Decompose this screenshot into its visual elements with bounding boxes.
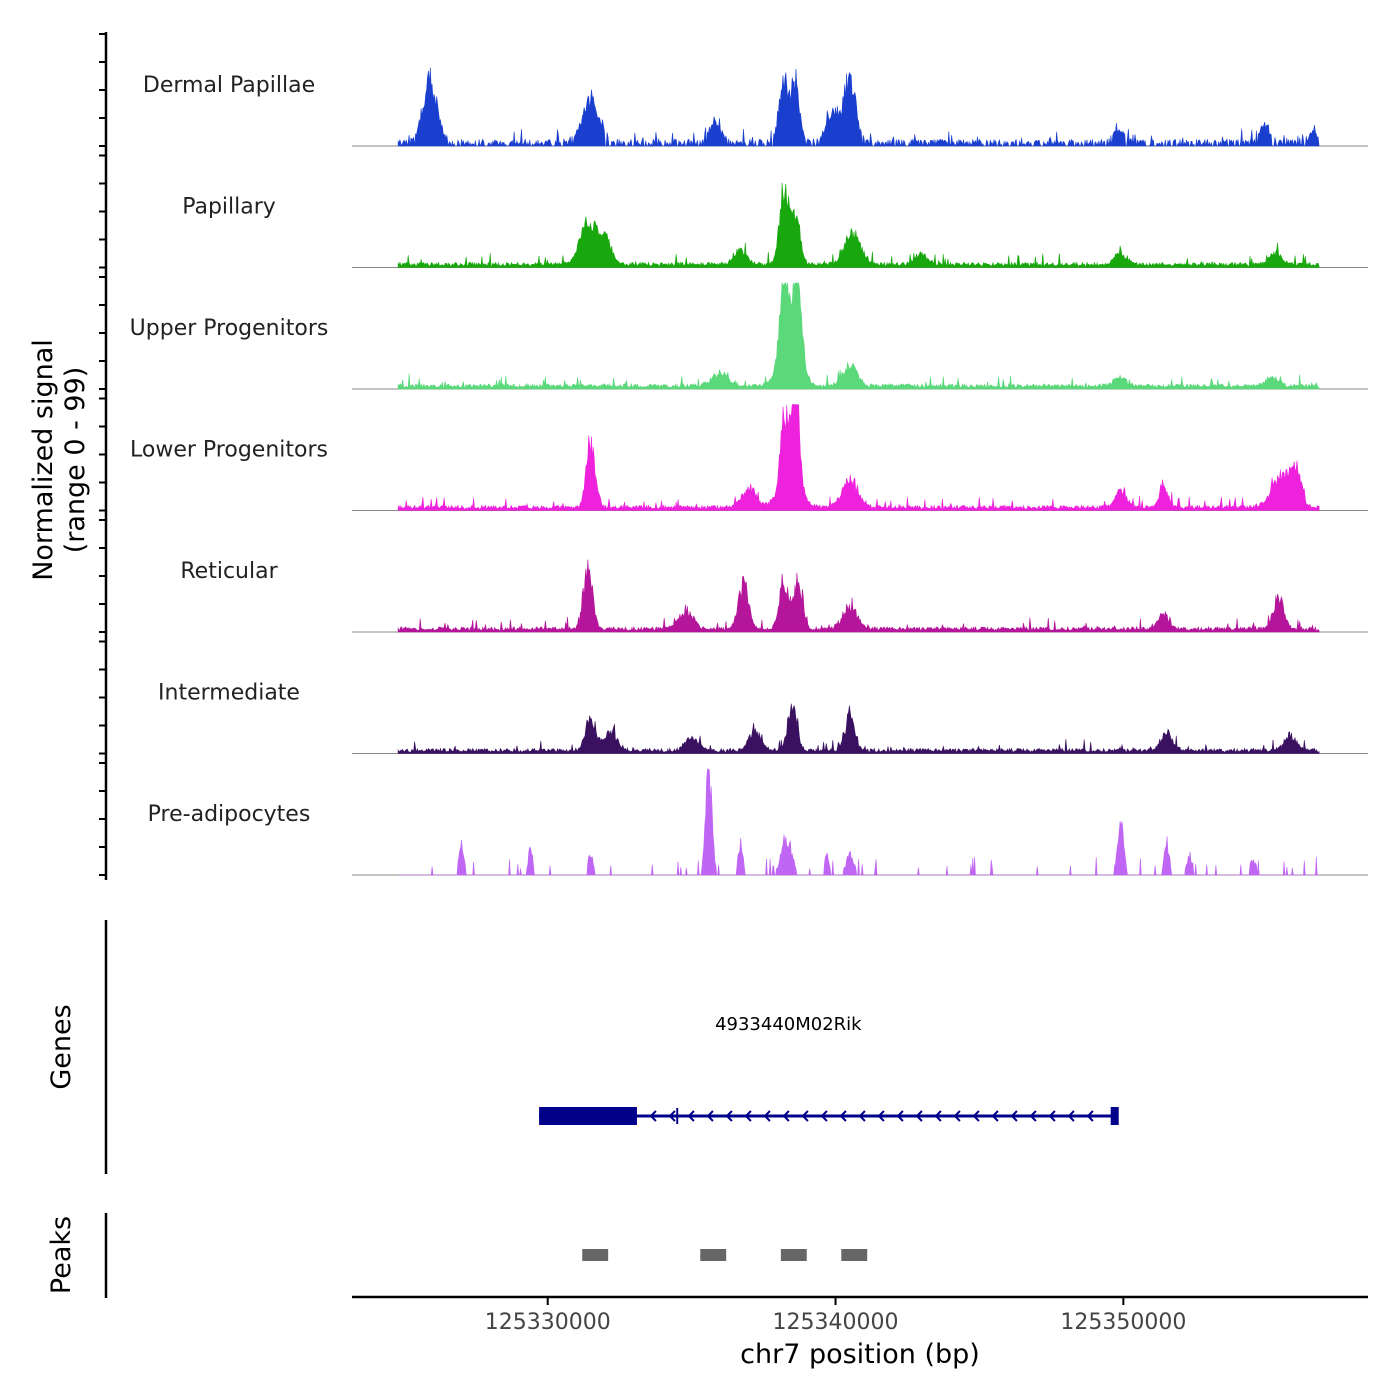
peaks-track — [582, 1249, 868, 1261]
x-tick-label: 125330000 — [485, 1310, 611, 1335]
gene-strand-arrow — [896, 1110, 904, 1122]
peak-region — [780, 1249, 807, 1261]
gene-strand-arrow — [991, 1110, 999, 1122]
track-signal-dermal-papillae — [397, 67, 1320, 148]
gene-label-4933440m02rik: 4933440M02Rik — [715, 1014, 862, 1035]
gene-strand-arrow — [839, 1110, 847, 1122]
gene-exon-block — [539, 1107, 637, 1125]
y-axis-title-line2: (range 0 - 99) — [60, 367, 91, 554]
gene-strand-arrow — [1086, 1110, 1094, 1122]
y-axis-title-line1: Normalized signal — [28, 339, 59, 581]
track-papillary: Papillary — [182, 182, 1368, 268]
track-signal-pre-adipocytes — [398, 768, 1320, 876]
genes-track: 4933440M02Rik — [539, 1014, 1119, 1125]
gene-strand-arrow — [915, 1110, 923, 1122]
peak-region — [700, 1249, 727, 1261]
x-tick-label: 125340000 — [773, 1310, 899, 1335]
track-signal-reticular — [397, 559, 1320, 633]
gene-strand-arrow — [858, 1110, 866, 1122]
gene-strand-arrow — [744, 1110, 752, 1122]
track-signal-lower-progenitors — [397, 403, 1320, 511]
track-label-reticular: Reticular — [180, 559, 278, 584]
x-tick-label: 125350000 — [1060, 1310, 1186, 1335]
peak-region — [841, 1249, 868, 1261]
gene-strand-arrow — [687, 1110, 695, 1122]
gene-strand-arrow — [1067, 1110, 1075, 1122]
track-lower-progenitors: Lower Progenitors — [130, 403, 1368, 511]
gene-strand-arrow — [649, 1110, 657, 1122]
x-axis-ticks: 125330000 125340000 125350000 — [485, 1297, 1186, 1335]
gene-strand-arrow — [668, 1110, 676, 1122]
track-upper-progenitors: Upper Progenitors — [130, 281, 1368, 390]
gene-strand-arrow — [1048, 1110, 1056, 1122]
gene-strand-arrow — [934, 1110, 942, 1122]
gene-strand-arrow — [820, 1110, 828, 1122]
coverage-tracks: Dermal Papillae Papillary Upper Progenitor… — [130, 67, 1368, 876]
track-signal-upper-progenitors — [397, 281, 1320, 390]
genes-panel-label: Genes — [46, 1004, 77, 1089]
track-label-pre-adipocytes: Pre-adipocytes — [148, 802, 311, 827]
gene-strand-arrow — [953, 1110, 961, 1122]
x-axis-title: chr7 position (bp) — [740, 1339, 980, 1370]
gene-strand-arrow — [706, 1110, 714, 1122]
gene-strand-arrow — [1029, 1110, 1037, 1122]
track-label-dermal-papillae: Dermal Papillae — [143, 73, 315, 98]
track-reticular: Reticular — [180, 559, 1368, 633]
track-dermal-papillae: Dermal Papillae — [143, 67, 1368, 148]
gene-strand-arrow — [782, 1110, 790, 1122]
track-label-upper-progenitors: Upper Progenitors — [130, 316, 329, 341]
gene-strand-arrow — [877, 1110, 885, 1122]
track-label-papillary: Papillary — [182, 195, 276, 220]
track-pre-adipocytes: Pre-adipocytes — [148, 768, 1368, 876]
track-signal-papillary — [397, 182, 1320, 268]
gene-exon-end — [1110, 1107, 1119, 1125]
peaks-panel-label: Peaks — [46, 1216, 77, 1294]
peak-region — [582, 1249, 609, 1261]
track-intermediate: Intermediate — [158, 681, 1368, 754]
track-signal-intermediate — [397, 703, 1320, 754]
gene-strand-arrow — [763, 1110, 771, 1122]
track-label-lower-progenitors: Lower Progenitors — [130, 438, 328, 463]
gene-strand-arrow — [801, 1110, 809, 1122]
coverage-y-ticks — [99, 33, 106, 876]
gene-strand-arrow — [1010, 1110, 1018, 1122]
track-label-intermediate: Intermediate — [158, 681, 300, 706]
gene-strand-arrow — [725, 1110, 733, 1122]
gene-strand-arrow — [972, 1110, 980, 1122]
